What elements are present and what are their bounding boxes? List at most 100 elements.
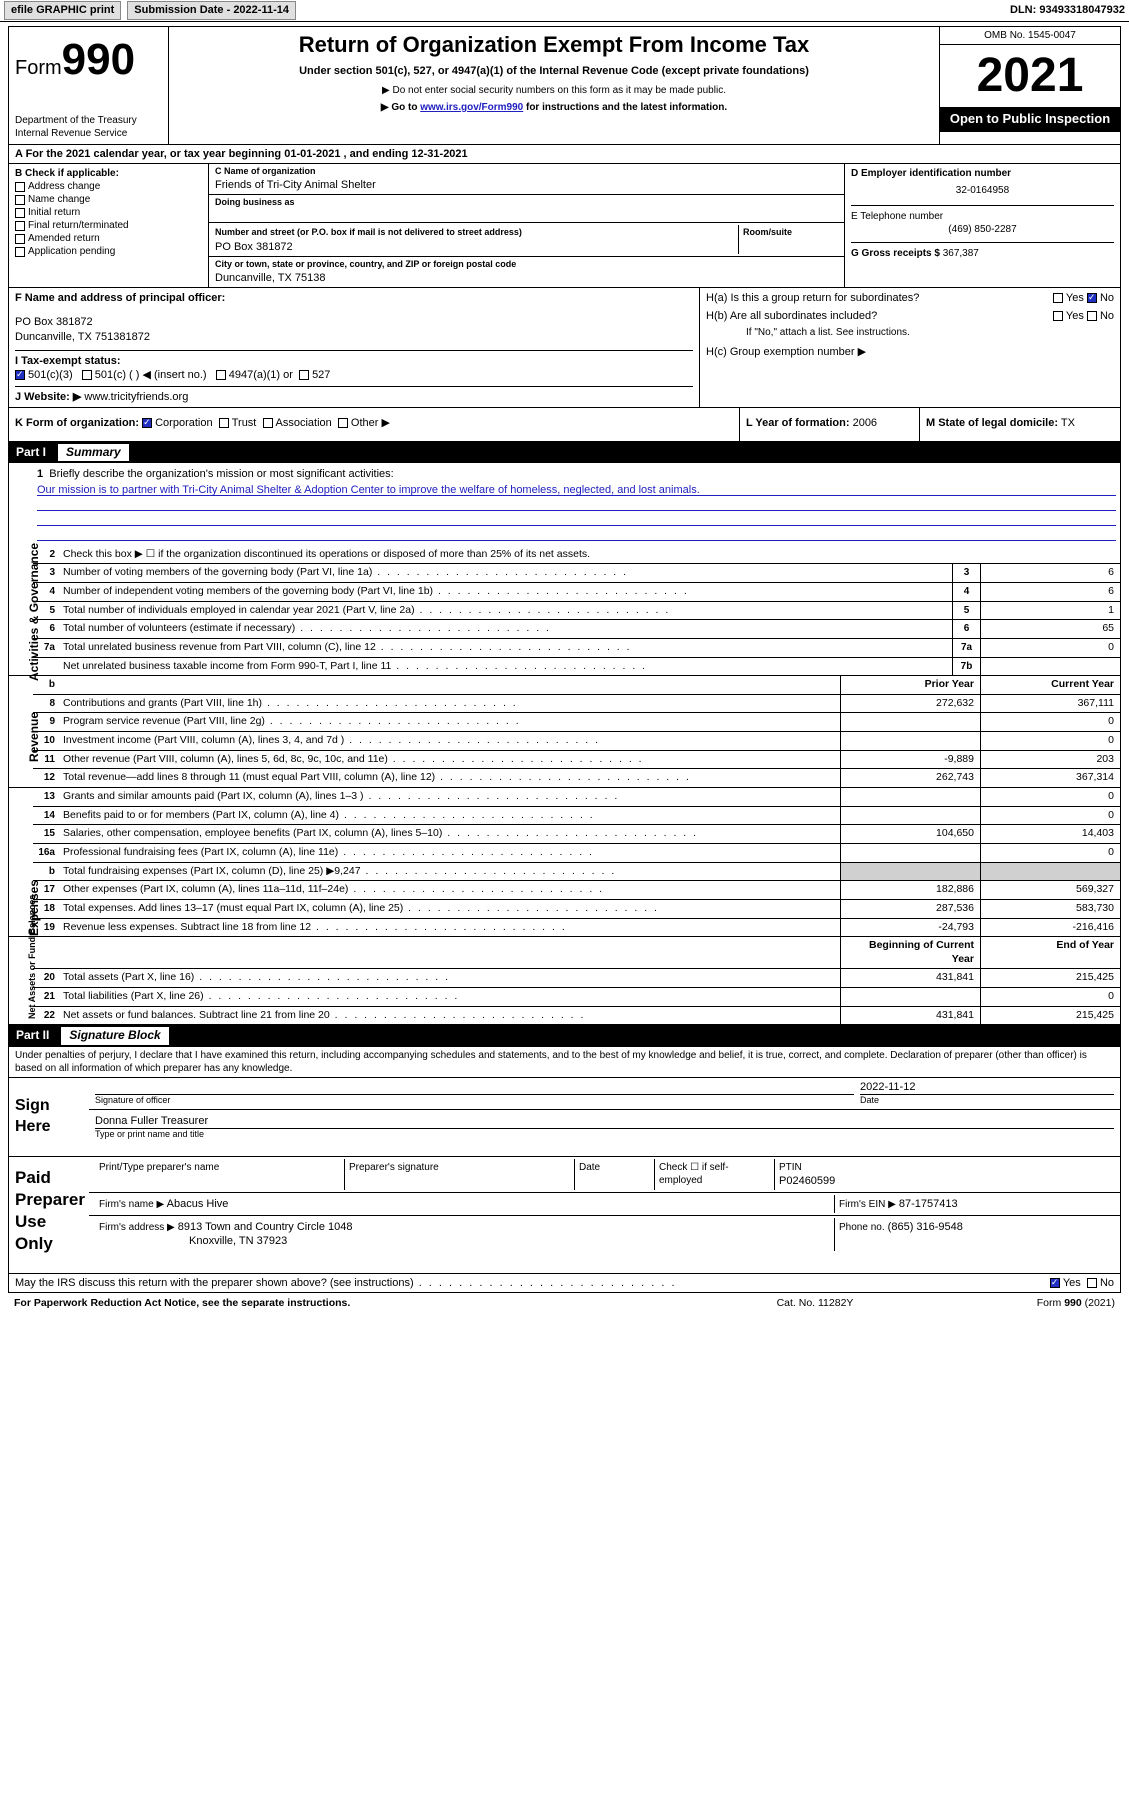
firm-phone-label: Phone no. — [839, 1222, 885, 1233]
row-desc: Total expenses. Add lines 13–17 (must eq… — [59, 900, 840, 918]
open-to-public: Open to Public Inspection — [940, 107, 1120, 132]
form-number: 990 — [62, 35, 135, 84]
row-num: 15 — [33, 825, 59, 843]
goto-post: for instructions and the latest informat… — [523, 102, 727, 113]
row-desc: Total unrelated business revenue from Pa… — [59, 639, 952, 657]
opt-501c: 501(c) ( ) ◀ (insert no.) — [95, 369, 207, 381]
row-prior — [840, 788, 980, 806]
dba-label: Doing business as — [215, 197, 838, 209]
cb-501c[interactable] — [82, 370, 92, 380]
row-current: 569,327 — [980, 881, 1120, 899]
row-current: 14,403 — [980, 825, 1120, 843]
efile-print-button[interactable]: efile GRAPHIC print — [4, 1, 121, 19]
cb-amended-return[interactable]: Amended return — [28, 233, 100, 244]
row-current: 367,314 — [980, 769, 1120, 787]
row-desc: Benefits paid to or for members (Part IX… — [59, 807, 840, 825]
row-current: 367,111 — [980, 695, 1120, 713]
ssn-note: ▶ Do not enter social security numbers o… — [177, 84, 931, 97]
begin-year-hdr: Beginning of Current Year — [840, 937, 980, 968]
data-row: 20 Total assets (Part X, line 16) 431,84… — [33, 969, 1120, 988]
row-desc: Contributions and grants (Part VIII, lin… — [59, 695, 840, 713]
cb-corp[interactable] — [142, 418, 152, 428]
cb-4947[interactable] — [216, 370, 226, 380]
cb-trust[interactable] — [219, 418, 229, 428]
tab-revenue: Revenue — [27, 712, 43, 762]
cb-final-return[interactable]: Final return/terminated — [28, 220, 129, 231]
tab-governance: Activities & Governance — [27, 543, 43, 681]
cb-other[interactable] — [338, 418, 348, 428]
gov-row: Net unrelated business taxable income fr… — [33, 658, 1120, 676]
cb-discuss-yes[interactable] — [1050, 1278, 1060, 1288]
row-current — [980, 863, 1120, 881]
row-prior: -9,889 — [840, 751, 980, 769]
part2-title: Signature Block — [61, 1027, 168, 1045]
penalty-declaration: Under penalties of perjury, I declare th… — [8, 1047, 1121, 1078]
cb-501c3[interactable] — [15, 370, 25, 380]
data-row: 9 Program service revenue (Part VIII, li… — [33, 713, 1120, 732]
gov-row: 7a Total unrelated business revenue from… — [33, 639, 1120, 658]
part1-label: Part I — [16, 445, 46, 461]
row-desc: Total revenue—add lines 8 through 11 (mu… — [59, 769, 840, 787]
identity-block: B Check if applicable: Address change Na… — [8, 164, 1121, 288]
cb-assoc[interactable] — [263, 418, 273, 428]
irs-form990-link[interactable]: www.irs.gov/Form990 — [420, 102, 523, 113]
row-num: 8 — [33, 695, 59, 713]
data-row: 12 Total revenue—add lines 8 through 11 … — [33, 769, 1120, 787]
row-current: 215,425 — [980, 969, 1120, 987]
cb-initial-return[interactable]: Initial return — [28, 207, 80, 218]
row-box: 7a — [952, 639, 980, 657]
row-desc: Grants and similar amounts paid (Part IX… — [59, 788, 840, 806]
row-desc: Investment income (Part VIII, column (A)… — [59, 732, 840, 750]
row-num: 13 — [33, 788, 59, 806]
omb-number: OMB No. 1545-0047 — [940, 27, 1120, 45]
cb-hb-yes[interactable] — [1053, 311, 1063, 321]
row-num: 14 — [33, 807, 59, 825]
prior-year-hdr: Prior Year — [840, 676, 980, 694]
page-footer: For Paperwork Reduction Act Notice, see … — [8, 1293, 1121, 1315]
current-year-hdr: Current Year — [980, 676, 1120, 694]
cb-application-pending[interactable]: Application pending — [28, 246, 115, 257]
row-box: 7b — [952, 658, 980, 676]
row-desc: Salaries, other compensation, employee b… — [59, 825, 840, 843]
firm-phone-value: (865) 316-9548 — [888, 1221, 963, 1233]
row-val: 0 — [980, 639, 1120, 657]
form-header: Form990 Department of the Treasury Inter… — [8, 26, 1121, 145]
data-row: 18 Total expenses. Add lines 13–17 (must… — [33, 900, 1120, 919]
row-desc: Number of voting members of the governin… — [59, 564, 952, 582]
row-num: b — [33, 863, 59, 881]
cb-ha-no[interactable] — [1087, 293, 1097, 303]
hb-note: If "No," attach a list. See instructions… — [706, 326, 1114, 339]
row-prior: 431,841 — [840, 969, 980, 987]
row-prior: 104,650 — [840, 825, 980, 843]
row-desc: Total number of volunteers (estimate if … — [59, 620, 952, 638]
data-row: 19 Revenue less expenses. Subtract line … — [33, 919, 1120, 937]
gross-receipts-value: 367,387 — [943, 248, 979, 259]
row-current: 0 — [980, 844, 1120, 862]
row-desc: Revenue less expenses. Subtract line 18 … — [59, 919, 840, 937]
cb-address-change[interactable]: Address change — [28, 181, 100, 192]
state-domicile-value: TX — [1061, 417, 1075, 429]
section-expenses: Expenses 13 Grants and similar amounts p… — [8, 788, 1121, 937]
row-current: 0 — [980, 988, 1120, 1006]
data-row: 11 Other revenue (Part VIII, column (A),… — [33, 751, 1120, 770]
row-desc: Professional fundraising fees (Part IX, … — [59, 844, 840, 862]
prep-name-hdr: Print/Type preparer's name — [99, 1161, 340, 1174]
form-org-label: K Form of organization: — [15, 417, 139, 429]
submission-date-button[interactable]: Submission Date - 2022-11-14 — [127, 1, 296, 19]
row-val: 1 — [980, 602, 1120, 620]
cb-ha-yes[interactable] — [1053, 293, 1063, 303]
section-governance: Activities & Governance 1 Briefly descri… — [8, 463, 1121, 676]
cb-name-change[interactable]: Name change — [28, 194, 90, 205]
room-label: Room/suite — [743, 227, 792, 237]
cb-discuss-no[interactable] — [1087, 1278, 1097, 1288]
sign-here-block: Sign Here Signature of officer 2022-11-1… — [8, 1078, 1121, 1157]
firm-name-label: Firm's name ▶ — [99, 1199, 164, 1210]
website-label: J Website: ▶ — [15, 391, 81, 403]
cb-527[interactable] — [299, 370, 309, 380]
row-prior: 182,886 — [840, 881, 980, 899]
row-box: 3 — [952, 564, 980, 582]
city-value: Duncanville, TX 75138 — [215, 271, 838, 285]
row-desc: Total number of individuals employed in … — [59, 602, 952, 620]
opt-corp: Corporation — [155, 417, 212, 429]
cb-hb-no[interactable] — [1087, 311, 1097, 321]
